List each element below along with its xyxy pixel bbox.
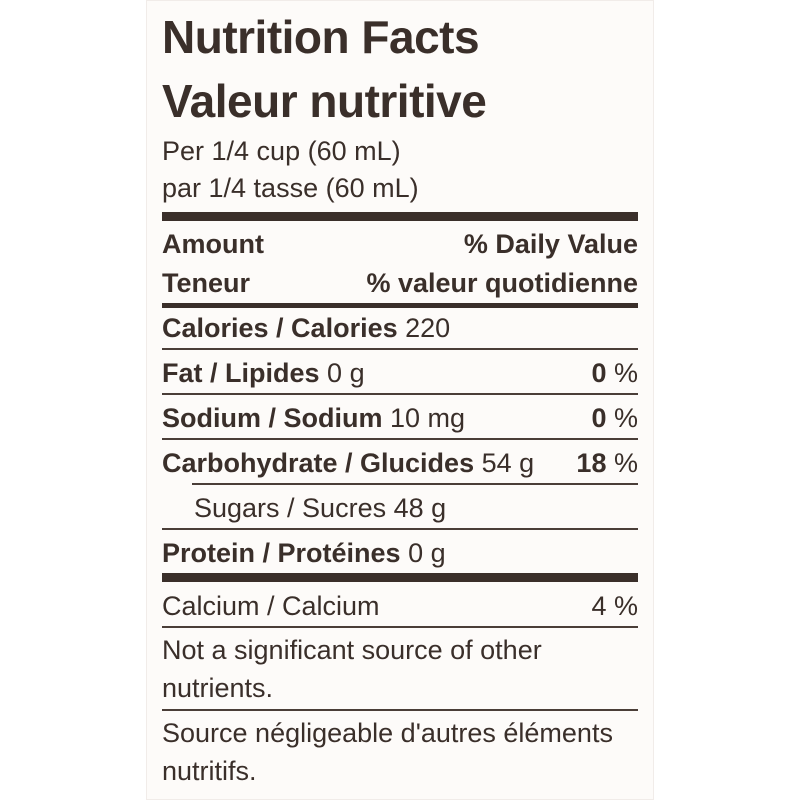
sugars-value: 48 g (393, 492, 447, 523)
protein-label: Protein / Protéines (162, 537, 401, 568)
header-row-english: Amount % Daily Value (162, 226, 638, 262)
divider-calcium (162, 626, 638, 628)
daily-value-heading: % Daily Value (463, 228, 638, 259)
divider-carbohydrate (192, 483, 638, 485)
divider-calories (162, 348, 638, 350)
carbohydrate-value: 54 g (481, 447, 535, 478)
medium-divider (162, 303, 638, 308)
divider-sodium (162, 438, 638, 440)
calcium-row: Calcium / Calcium 4 % (162, 588, 638, 624)
divider-sugars (162, 528, 638, 530)
fat-value: 0 g (327, 357, 365, 388)
fat-label: Fat / Lipides (162, 357, 320, 388)
title-english: Nutrition Facts (162, 11, 480, 63)
sugars-label: Sugars / Sucres (194, 492, 387, 523)
thick-divider-bottom (162, 573, 638, 582)
note-french: Source négligeable d'autres éléments nut… (162, 718, 613, 786)
calcium-label: Calcium / Calcium (162, 590, 380, 621)
calories-value: 220 (405, 312, 451, 343)
serving-size-french: par 1/4 tasse (60 mL) (162, 173, 419, 203)
protein-row: Protein / Protéines 0 g (162, 535, 638, 571)
sodium-value: 10 mg (390, 402, 466, 433)
fat-dv-percent: % (613, 357, 638, 388)
note-english: Not a significant source of other nutrie… (162, 635, 542, 703)
carbohydrate-label: Carbohydrate / Glucides (162, 447, 475, 478)
fat-dv: 0 (591, 357, 607, 388)
serving-size-english: Per 1/4 cup (60 mL) (162, 136, 401, 166)
divider-fat (162, 393, 638, 395)
sodium-dv-percent: % (613, 402, 638, 433)
sodium-label: Sodium / Sodium (162, 402, 383, 433)
carbohydrate-dv: 18 (576, 447, 607, 478)
amount-heading: Amount (162, 228, 264, 259)
sodium-row: Sodium / Sodium 10 mg 0 % (162, 400, 638, 436)
header-row-french: Teneur % valeur quotidienne (162, 265, 638, 301)
title-french: Valeur nutritive (162, 75, 487, 127)
protein-value: 0 g (408, 537, 446, 568)
calories-row: Calories / Calories 220 (162, 310, 638, 346)
calories-label: Calories / Calories (162, 312, 398, 343)
carbohydrate-dv-percent: % (613, 447, 638, 478)
fat-row: Fat / Lipides 0 g 0 % (162, 355, 638, 391)
carbohydrate-row: Carbohydrate / Glucides 54 g 18 % (162, 445, 638, 481)
divider-note (162, 709, 638, 711)
valeur-quotidienne-heading: % valeur quotidienne (366, 267, 638, 298)
thick-divider-top (162, 212, 638, 221)
calcium-dv: 4 % (591, 590, 638, 621)
nutrition-label: Nutrition Facts Valeur nutritive Per 1/4… (146, 0, 654, 800)
teneur-heading: Teneur (162, 267, 251, 298)
sodium-dv: 0 (591, 402, 607, 433)
sugars-row: Sugars / Sucres 48 g (162, 490, 638, 526)
